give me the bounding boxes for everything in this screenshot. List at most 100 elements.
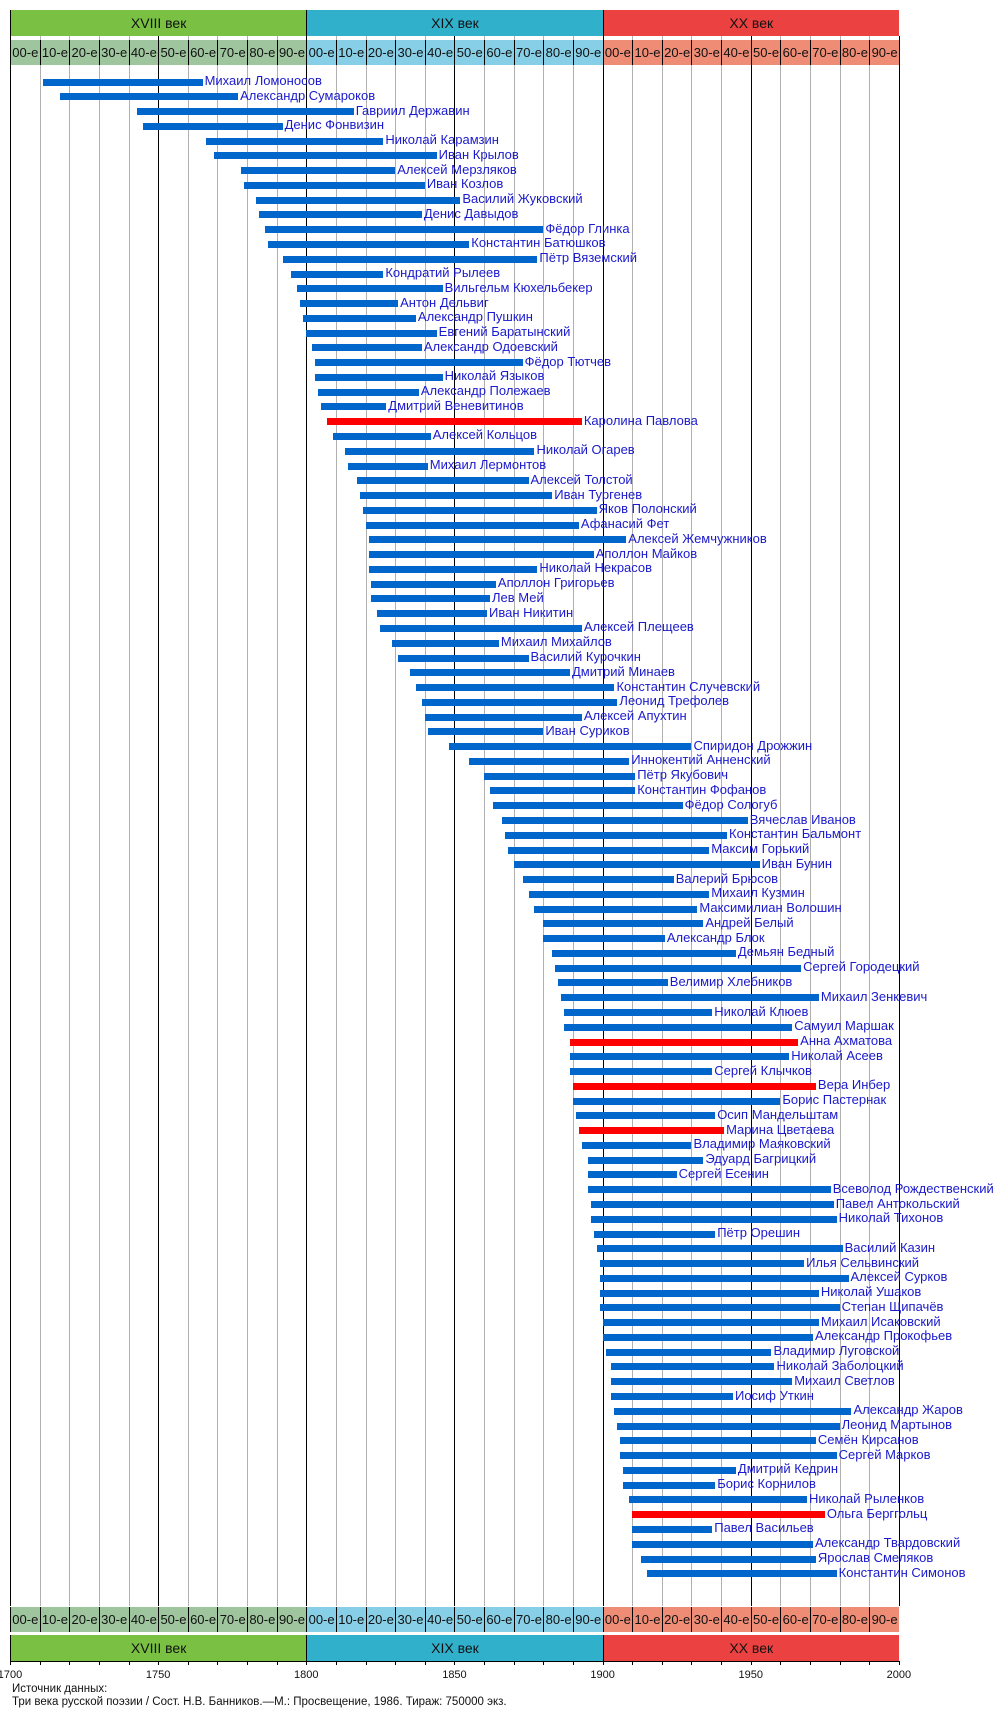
gridline-1800 [306,36,308,1606]
axis-tick [187,1661,189,1665]
lifespan-bar [513,861,760,869]
axis-tick [750,1661,752,1665]
decade-label-bottom: 50-е [750,1607,781,1632]
decade-label-top: 00-е [602,40,633,65]
decade-label-top: 10-е [39,40,70,65]
gridline-1750 [158,36,160,1606]
lifespan-bar [424,713,582,721]
gridline-1820 [365,36,367,1606]
decade-label-bottom: 30-е [691,1607,722,1632]
axis-tick [780,1661,782,1665]
axis-tick [454,1661,456,1665]
lifespan-bar [629,1496,808,1504]
poet-label: Николай Асеев [791,1047,883,1063]
poet-label: Михаил Ломоносов [204,73,322,88]
lifespan-bar [632,1511,825,1519]
poet-label: Демьян Бедный [737,944,835,960]
axis-tick [602,1661,604,1665]
gridline-1730 [98,36,100,1606]
axis-tick [69,1661,71,1665]
poet-label: Фёдор Глинка [545,220,630,236]
poet-label: Сергей Городецкий [803,959,920,975]
gridline-1830 [395,36,397,1606]
decade-label-bottom: 50-е [158,1607,188,1632]
lifespan-bar [611,1378,793,1386]
decade-label-bottom: 90-е [572,1607,603,1632]
decade-label-top: 00-е [306,40,336,65]
lifespan-bar [593,1230,716,1238]
poet-label: Михаил Лермонтов [429,457,547,473]
axis-tick-label: 1850 [442,1669,467,1681]
decade-label-bottom: 60-е [187,1607,218,1632]
lifespan-bar [504,831,728,839]
lifespan-bar [599,1274,849,1282]
poet-label: Осип Мандельштам [717,1106,839,1122]
poet-label: Константин Бальмонт [729,826,862,842]
lifespan-bar [587,1186,831,1194]
poet-label: Максим Горький [711,841,810,857]
lifespan-bar [241,167,396,175]
lifespan-bar [492,802,683,810]
lifespan-bar [620,1437,816,1445]
poet-label: Сергей Марков [838,1446,931,1462]
century-band-top: XX век [602,10,899,36]
lifespan-bar [137,108,354,116]
lifespan-bar [572,1097,781,1105]
lifespan-bar [415,684,615,692]
lifespan-bar [60,93,239,101]
axis-tick [424,1661,426,1665]
century-band-top: XVIII век [10,10,307,36]
lifespan-bar [641,1555,816,1563]
lifespan-bar [611,1363,775,1371]
decade-label-top: 90-е [276,40,307,65]
lifespan-bar [587,1156,704,1164]
decade-label-top: 80-е [839,40,870,65]
decade-label-top: 30-е [98,40,129,65]
lifespan-bar [602,1319,819,1327]
poet-label: Михаил Кузмин [711,885,805,901]
poet-label: Фёдор Тютчев [524,353,612,369]
axis-tick [10,1661,11,1665]
lifespan-bar [344,447,535,455]
poet-label: Константин Симонов [838,1564,966,1580]
lifespan-bar [392,639,499,647]
lifespan-bar [258,211,422,219]
decade-label-bottom: 60-е [484,1607,514,1632]
lifespan-bar [587,1171,677,1179]
lifespan-bar [282,255,538,263]
gridline-1760 [187,36,189,1606]
gridline-1990 [869,36,871,1606]
lifespan-bar [543,935,665,943]
poet-label: Михаил Михайлов [500,634,612,650]
gridline-1850 [454,36,456,1606]
lifespan-bar [42,78,203,86]
decade-label-bottom: 90-е [869,1607,899,1632]
axis-tick-label: 2000 [886,1669,912,1681]
decade-label-bottom: 40-е [721,1607,751,1632]
poet-label: Анна Ахматова [800,1033,893,1049]
decade-label-bottom: 00-е [10,1607,40,1632]
poet-label: Афанасий Фет [580,516,670,532]
poet-label: Михаил Исаковский [820,1313,941,1329]
lifespan-bar [214,152,437,160]
poet-label: Вера Инбер [817,1077,891,1093]
poet-label: Николай Заболоцкий [776,1357,904,1373]
poet-label: Иван Суриков [545,722,630,738]
lifespan-bar [312,344,422,352]
lifespan-bar [371,595,490,603]
gridline-1790 [276,36,278,1606]
axis-tick-label: 1750 [145,1669,171,1681]
poet-label: Николай Рыленков [809,1490,925,1506]
axis-tick [543,1661,545,1665]
poet-label: Денис Фонвизин [284,117,385,133]
lifespan-bar [377,610,488,618]
lifespan-bar [611,1393,733,1401]
poet-label: Евгений Баратынский [438,324,571,340]
gridline-1840 [424,36,426,1606]
lifespan-bar [264,226,544,234]
gridline-1810 [335,36,337,1606]
lifespan-bar [469,757,630,765]
lifespan-bar [398,654,529,662]
decade-label-top: 50-е [750,40,781,65]
decade-label-bottom: 10-е [632,1607,662,1632]
